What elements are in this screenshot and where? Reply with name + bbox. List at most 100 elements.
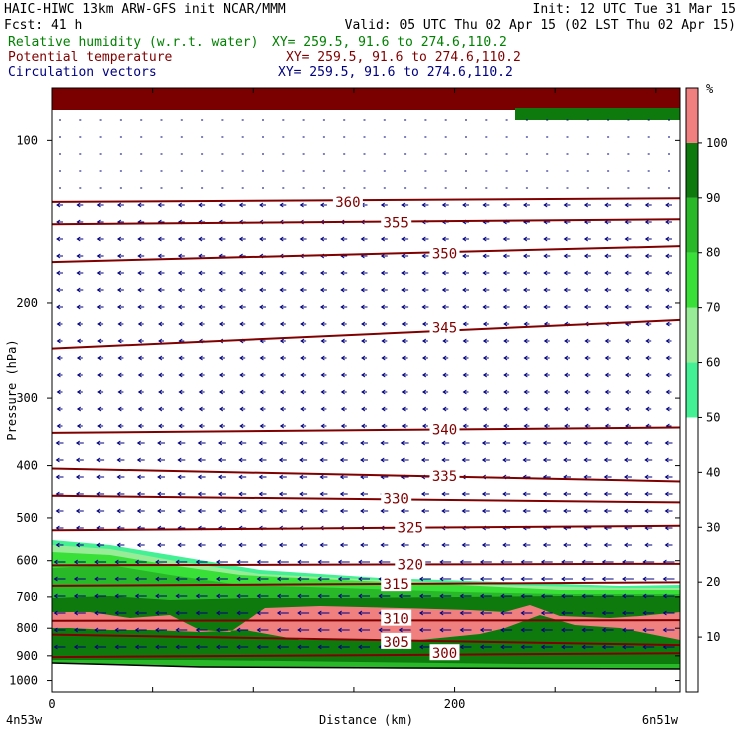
circulation-vector-head [662, 610, 667, 616]
circulation-vector-head [623, 457, 629, 463]
circulation-vector-head [564, 389, 569, 395]
circulation-vector-head [482, 372, 488, 378]
circulation-vector-head [320, 372, 325, 378]
circulation-vector-head [523, 389, 528, 395]
circulation-vector-head [624, 202, 629, 208]
circulation-vector-head [279, 406, 285, 412]
circulation-vector-head [217, 440, 223, 446]
circulation-vector-head [563, 253, 568, 259]
theta-label-bg [429, 644, 460, 661]
circulation-vector-head [662, 627, 667, 633]
circulation-vector-head [320, 423, 325, 429]
circulation-vector-head [256, 559, 261, 565]
circulation-vector-head [441, 491, 446, 497]
circulation-vector-head [421, 287, 426, 293]
circulation-vector-head [236, 576, 241, 582]
theta-contour-label: 345 [432, 320, 457, 336]
circulation-vector-head [502, 542, 507, 548]
circulation-vector-head [238, 440, 243, 446]
circulation-vector-head [157, 236, 162, 242]
theta-label-bg [381, 213, 412, 230]
circulation-vector-head [299, 508, 304, 514]
circulation-vector-head [157, 474, 162, 480]
circulation-vector-head [502, 202, 507, 208]
circulation-vector-head [645, 321, 650, 327]
circulation-vector-head [178, 321, 183, 327]
circulation-vector-head [583, 508, 588, 514]
circulation-vector-head [543, 287, 548, 293]
circulation-vector-head [116, 236, 122, 242]
circulation-vector-head [522, 270, 528, 276]
circulation-vector-head [644, 287, 649, 293]
circulation-vector-head [380, 457, 385, 463]
circulation-vector-head [217, 542, 223, 548]
circulation-vector-head [401, 253, 406, 259]
circulation-vector-head [664, 508, 669, 514]
circulation-vector-head [621, 627, 627, 633]
circulation-vector-head [215, 559, 221, 565]
circulation-vector-head [584, 355, 589, 361]
circulation-vector-head [55, 508, 60, 514]
circulation-vector-head [584, 372, 589, 378]
circulation-vector-head [236, 559, 241, 565]
circulation-vector-head [258, 491, 263, 497]
circulation-vector-head [317, 576, 322, 582]
circulation-vector-head [198, 236, 203, 242]
circulation-vector-head [218, 389, 224, 395]
circulation-vector-head [420, 508, 426, 514]
circulation-vector-head [361, 389, 366, 395]
circulation-vector-head [76, 202, 81, 208]
circulation-vector-head [523, 321, 528, 327]
circulation-vector-head [561, 576, 566, 582]
circulation-vector-head [97, 423, 102, 429]
circulation-vector-head [198, 389, 203, 395]
circulation-vector-head [459, 644, 464, 650]
circulation-vector-head [117, 372, 122, 378]
theta-contour-label: 340 [432, 423, 457, 439]
circulation-vector-head [665, 355, 670, 361]
circulation-vector-head [481, 457, 487, 463]
circulation-vector-head [360, 457, 365, 463]
circulation-vector-head [603, 457, 608, 463]
circulation-vector-head [624, 304, 629, 310]
circulation-vector-head [136, 474, 141, 480]
circulation-vector-head [217, 474, 223, 480]
circulation-vector-head [197, 474, 202, 480]
circulation-vector-head [259, 406, 264, 412]
circulation-vector-head [158, 355, 163, 361]
circulation-vector-head [340, 406, 345, 412]
circulation-vector-head [299, 236, 304, 242]
circulation-vector-head [56, 406, 61, 412]
circulation-vector-head [218, 423, 224, 429]
circulation-vector-head [543, 389, 548, 395]
circulation-vector-head [114, 576, 119, 582]
circulation-vector-head [299, 270, 304, 276]
theta-contour-355 [52, 218, 680, 226]
circulation-vector-head [400, 440, 405, 446]
circulation-vector-head [398, 593, 403, 599]
circulation-vector-head [401, 236, 406, 242]
circulation-vector-head [380, 202, 386, 208]
circulation-vector-head [276, 610, 282, 616]
circulation-vector-head [601, 576, 606, 582]
circulation-vector-head [564, 423, 569, 429]
theta-contour-label: 310 [384, 612, 409, 628]
circulation-vector-head [439, 610, 444, 616]
circulation-vector-head [96, 202, 101, 208]
circulation-vector-head [645, 372, 650, 378]
circulation-vector-head [503, 355, 508, 361]
circulation-vector-head [583, 491, 588, 497]
circulation-vector-head [96, 270, 101, 276]
circulation-vector-head [665, 406, 670, 412]
circulation-vector-head [543, 338, 548, 344]
circulation-vector-head [75, 542, 81, 548]
circulation-vector-head [155, 610, 160, 616]
circulation-vector-head [603, 474, 608, 480]
circulation-vector-head [542, 457, 547, 463]
circulation-vector-head [299, 457, 304, 463]
theta-label-bg [429, 318, 460, 335]
circulation-vector-head [583, 253, 589, 259]
circulation-vector-head [317, 644, 322, 650]
circulation-vector-head [503, 321, 508, 327]
circulation-vector-head [561, 644, 566, 650]
